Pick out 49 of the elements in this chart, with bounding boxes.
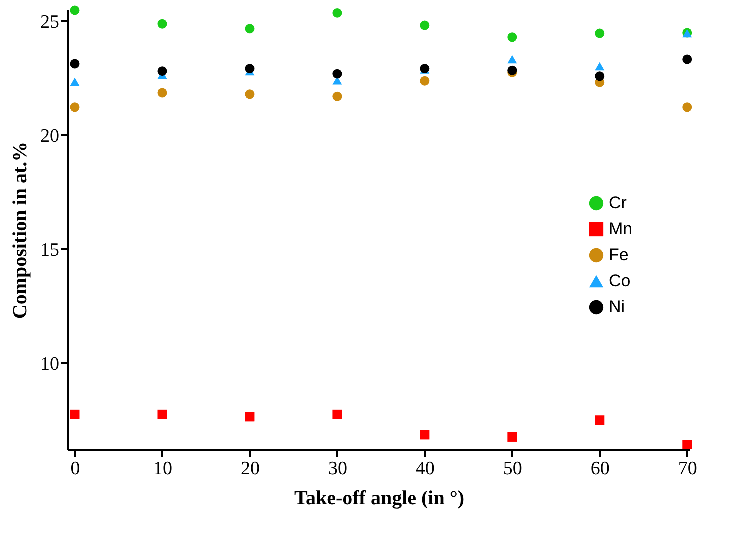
point bbox=[245, 90, 255, 100]
point bbox=[332, 69, 342, 79]
x-tick-label: 40 bbox=[416, 458, 435, 480]
y-tick-label: 10 bbox=[40, 354, 60, 375]
x-tick-label: 20 bbox=[240, 458, 260, 480]
point bbox=[595, 416, 605, 426]
point bbox=[595, 28, 605, 38]
legend-label: Cr bbox=[609, 194, 628, 212]
legend-label: Mn bbox=[609, 220, 633, 238]
point bbox=[70, 78, 80, 86]
y-tick-label: 15 bbox=[40, 240, 60, 261]
x-axis-title: Take-off angle (in °) bbox=[294, 488, 465, 510]
point bbox=[682, 440, 692, 450]
y-tick-label: 25 bbox=[40, 12, 60, 33]
point bbox=[420, 430, 430, 440]
point bbox=[332, 8, 342, 18]
point bbox=[158, 410, 168, 420]
legend-label: Co bbox=[609, 272, 631, 290]
point bbox=[682, 54, 692, 64]
point bbox=[595, 72, 605, 82]
x-tick-label: 10 bbox=[153, 458, 172, 480]
point bbox=[70, 59, 80, 69]
x-tick-label: 30 bbox=[328, 458, 348, 480]
point bbox=[158, 19, 168, 29]
y-tick-label: 20 bbox=[40, 126, 60, 147]
point bbox=[420, 20, 430, 30]
point bbox=[420, 76, 430, 86]
point bbox=[595, 62, 605, 71]
x-tick-label: 60 bbox=[590, 458, 610, 480]
point bbox=[332, 410, 342, 420]
point bbox=[245, 64, 255, 74]
point bbox=[508, 432, 518, 442]
legend-label: Ni bbox=[609, 298, 626, 316]
point bbox=[508, 55, 518, 64]
legend-label: Fe bbox=[609, 246, 629, 264]
point bbox=[508, 32, 518, 42]
point bbox=[70, 6, 80, 16]
point bbox=[70, 102, 80, 112]
point bbox=[332, 92, 342, 102]
point bbox=[70, 410, 80, 420]
x-tick-label: 0 bbox=[70, 458, 80, 480]
point bbox=[158, 88, 168, 98]
point bbox=[158, 66, 168, 76]
point bbox=[682, 102, 692, 112]
point bbox=[245, 24, 255, 34]
x-tick-label: 70 bbox=[678, 458, 698, 480]
y-axis-title: Composition in at.% bbox=[10, 142, 32, 320]
x-tick-label: 50 bbox=[503, 458, 522, 480]
point bbox=[245, 412, 255, 422]
